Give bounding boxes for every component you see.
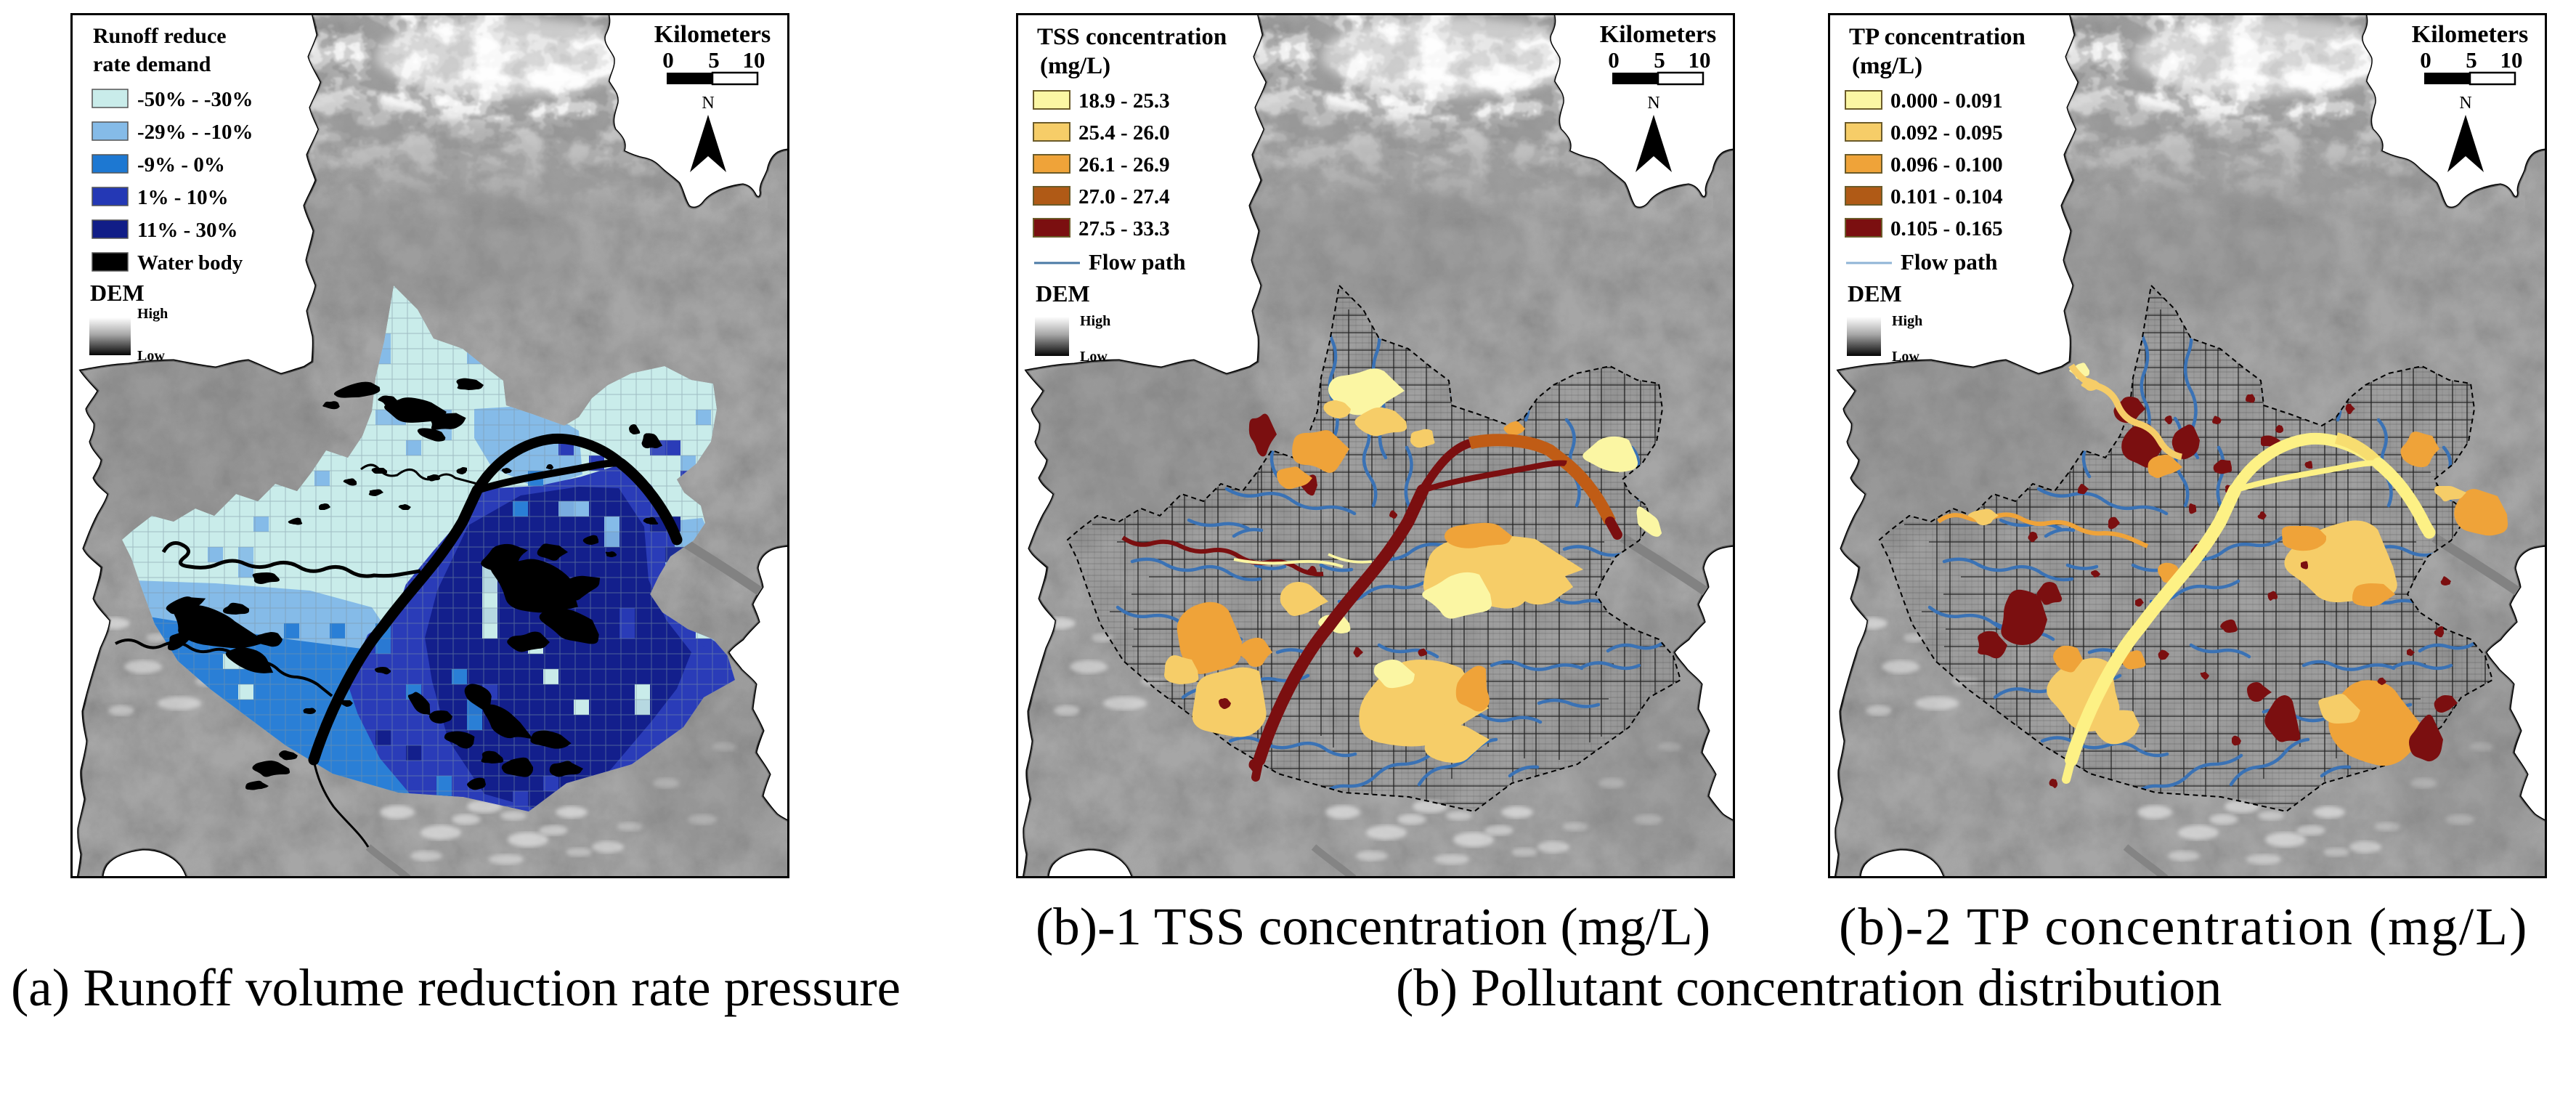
svg-text:0: 0 bbox=[662, 47, 674, 73]
svg-text:DEM: DEM bbox=[90, 280, 145, 306]
svg-text:TP concentration: TP concentration bbox=[1849, 24, 2026, 50]
svg-text:High: High bbox=[1080, 313, 1110, 329]
svg-text:Low: Low bbox=[1080, 349, 1108, 365]
svg-text:rate demand: rate demand bbox=[93, 52, 211, 76]
svg-text:10: 10 bbox=[2500, 47, 2523, 73]
svg-text:DEM: DEM bbox=[1848, 280, 1902, 307]
svg-text:Kilometers: Kilometers bbox=[1600, 21, 1717, 48]
svg-text:25.4 - 26.0: 25.4 - 26.0 bbox=[1078, 121, 1170, 145]
svg-text:-50% - -30%: -50% - -30% bbox=[137, 88, 253, 111]
svg-text:0.096 - 0.100: 0.096 - 0.100 bbox=[1890, 153, 2003, 177]
svg-text:Runoff reduce: Runoff reduce bbox=[93, 24, 227, 48]
svg-text:(mg/L): (mg/L) bbox=[1852, 53, 1922, 79]
svg-text:0.105 - 0.165: 0.105 - 0.165 bbox=[1890, 217, 2003, 240]
svg-text:TSS concentration: TSS concentration bbox=[1037, 24, 1227, 50]
svg-text:5: 5 bbox=[1654, 47, 1665, 73]
svg-text:27.0 - 27.4: 27.0 - 27.4 bbox=[1078, 185, 1170, 208]
svg-text:27.5 - 33.3: 27.5 - 33.3 bbox=[1078, 217, 1170, 240]
svg-text:High: High bbox=[137, 306, 168, 322]
svg-text:26.1 - 26.9: 26.1 - 26.9 bbox=[1078, 153, 1170, 177]
svg-text:N: N bbox=[2459, 94, 2471, 113]
svg-text:1% - 10%: 1% - 10% bbox=[137, 186, 229, 209]
svg-text:10: 10 bbox=[1689, 47, 1711, 73]
svg-text:0: 0 bbox=[1608, 47, 1620, 73]
svg-text:10: 10 bbox=[743, 47, 765, 73]
svg-text:5: 5 bbox=[708, 47, 720, 73]
svg-text:(mg/L): (mg/L) bbox=[1040, 53, 1110, 79]
svg-text:Kilometers: Kilometers bbox=[654, 21, 771, 48]
svg-text:11% - 30%: 11% - 30% bbox=[137, 219, 238, 242]
svg-text:Kilometers: Kilometers bbox=[2412, 21, 2529, 48]
svg-text:-9% - 0%: -9% - 0% bbox=[137, 153, 225, 177]
svg-text:Water body: Water body bbox=[137, 251, 243, 275]
svg-text:5: 5 bbox=[2466, 47, 2477, 73]
svg-text:0.092 - 0.095: 0.092 - 0.095 bbox=[1890, 121, 2003, 145]
svg-text:-29% - -10%: -29% - -10% bbox=[137, 121, 253, 144]
svg-text:DEM: DEM bbox=[1036, 280, 1090, 307]
svg-text:18.9 - 25.3: 18.9 - 25.3 bbox=[1078, 89, 1170, 113]
svg-text:Low: Low bbox=[1892, 349, 1919, 365]
svg-text:Flow path: Flow path bbox=[1089, 249, 1186, 275]
svg-text:High: High bbox=[1892, 313, 1922, 329]
svg-text:Flow path: Flow path bbox=[1901, 249, 1998, 275]
svg-text:N: N bbox=[1647, 94, 1659, 113]
svg-text:0: 0 bbox=[2420, 47, 2431, 73]
svg-text:Low: Low bbox=[137, 348, 165, 364]
svg-text:0.000 - 0.091: 0.000 - 0.091 bbox=[1890, 89, 2003, 113]
svg-text:0.101 - 0.104: 0.101 - 0.104 bbox=[1890, 185, 2003, 208]
svg-text:N: N bbox=[702, 94, 714, 113]
